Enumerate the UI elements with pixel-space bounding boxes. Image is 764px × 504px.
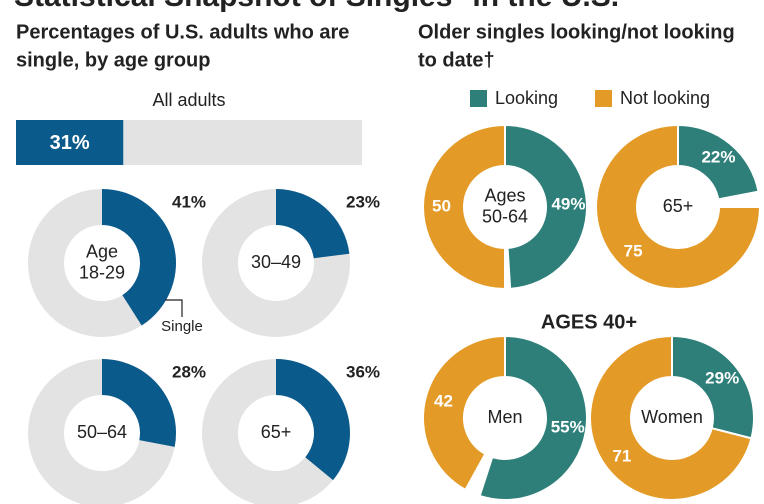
donut-value-label: 22% <box>701 148 735 167</box>
donut-label: 30–49 <box>251 252 301 272</box>
donut-value-label: 49% <box>551 194 585 213</box>
donut-value-label: 23% <box>346 192 380 211</box>
donut-label: 65+ <box>261 422 292 442</box>
donut-value-label: 75 <box>624 241 643 260</box>
donut-segment <box>422 123 506 291</box>
donut-label: 65+ <box>663 196 694 216</box>
donut-segment <box>595 123 762 290</box>
donut-segment <box>102 359 176 447</box>
legend-swatch <box>470 90 487 107</box>
donut-segment <box>671 334 755 440</box>
donut-value-label: 50 <box>432 196 451 215</box>
legend-label: Looking <box>495 88 558 108</box>
bar <box>16 120 124 165</box>
panel-title: to date† <box>418 49 495 71</box>
donut-value-label: 28% <box>172 362 206 381</box>
bar-category: All adults <box>152 90 225 110</box>
donut-label: Age <box>86 241 118 261</box>
donut-segment <box>589 334 753 501</box>
donut-segment <box>478 334 588 501</box>
donut-segment <box>276 359 351 481</box>
legend-label: Not looking <box>620 88 710 108</box>
donut-label: Women <box>641 407 703 427</box>
donut-label: 50–64 <box>77 422 127 442</box>
panel-title: Older singles looking/not looking <box>418 21 735 43</box>
annotation: Single <box>161 318 203 335</box>
donut-value-label: 29% <box>705 369 739 388</box>
donut-value-label: 41% <box>172 192 206 211</box>
donut-label: 18-29 <box>79 262 125 282</box>
panel-title: single, by age group <box>16 49 210 71</box>
donut-value-label: 42 <box>434 392 453 411</box>
donut-value-label: 55% <box>551 417 585 436</box>
donut-value-label: 71 <box>612 446 631 465</box>
page-title: Statistical Snapshot of Singles* in the … <box>14 0 619 13</box>
annotation-bracket <box>165 299 183 317</box>
donut-segment <box>677 123 760 201</box>
donut-segment <box>102 189 176 326</box>
bar-value-label: 31% <box>50 132 90 154</box>
donut-segment <box>422 334 506 492</box>
panel-title: Percentages of U.S. adults who are <box>16 21 349 43</box>
donut-segment <box>276 189 350 259</box>
donut-value-label: 36% <box>346 362 380 381</box>
panel-title: AGES 40+ <box>541 311 637 333</box>
donut-label: Ages <box>484 185 525 205</box>
donut-segment <box>504 123 588 290</box>
donut-label: 50-64 <box>482 206 528 226</box>
donut-label: Men <box>487 407 522 427</box>
legend-swatch <box>595 90 612 107</box>
